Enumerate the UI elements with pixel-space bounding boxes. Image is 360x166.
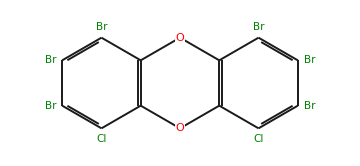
Text: Br: Br [253, 22, 264, 32]
Text: Br: Br [45, 101, 56, 111]
Text: Cl: Cl [253, 134, 264, 144]
Text: O: O [176, 33, 184, 43]
Text: O: O [176, 123, 184, 133]
Text: Br: Br [304, 55, 315, 65]
Text: Br: Br [96, 22, 107, 32]
Text: Br: Br [304, 101, 315, 111]
Text: Br: Br [45, 55, 56, 65]
Text: Cl: Cl [96, 134, 107, 144]
